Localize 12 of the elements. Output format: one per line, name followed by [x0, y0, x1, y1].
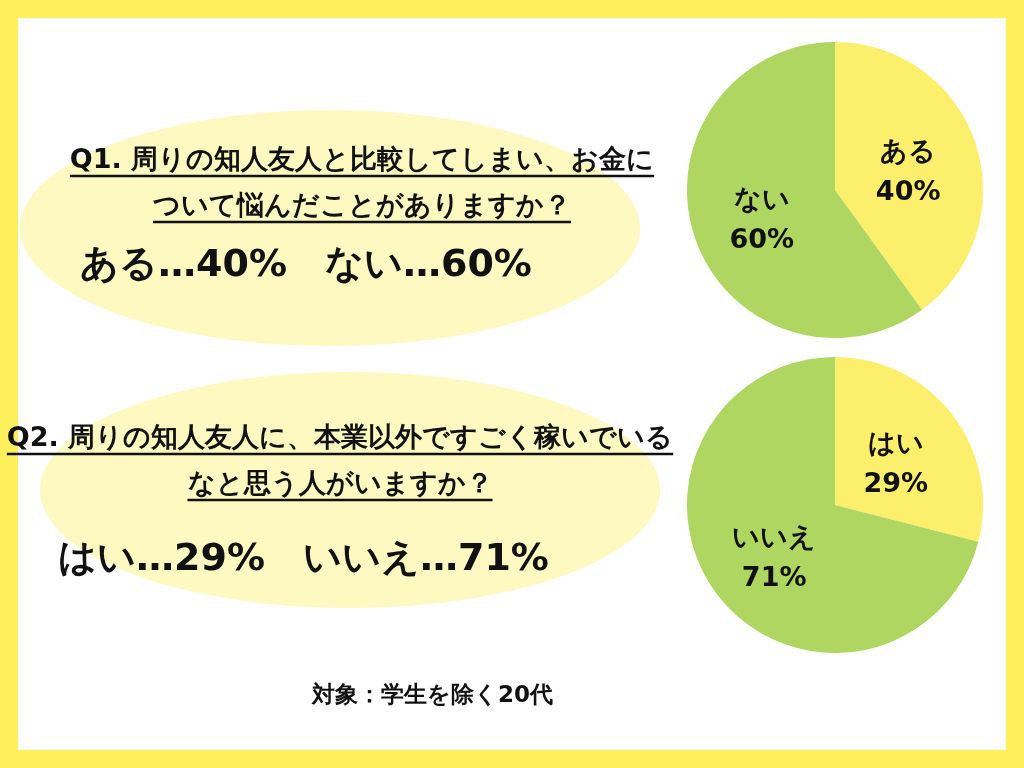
text: 対象：学生を除く20代 [311, 681, 554, 707]
text: はい…29% いいえ…71% [58, 535, 549, 579]
slice-label: はい [867, 426, 924, 458]
data-label: 60% [729, 222, 795, 254]
slice-label: いいえ [732, 521, 817, 553]
text: ある…40% ない…60% [80, 241, 532, 285]
slice-label: ない [733, 182, 790, 214]
data-label: 40% [875, 175, 941, 207]
slice-label: ある [880, 135, 937, 167]
data-label: 29% [863, 466, 929, 498]
data-label: 71% [741, 561, 807, 593]
text: Q1. 周りの知人友人と比較してしまい、お金について悩んだことがありますか？ [69, 143, 655, 220]
